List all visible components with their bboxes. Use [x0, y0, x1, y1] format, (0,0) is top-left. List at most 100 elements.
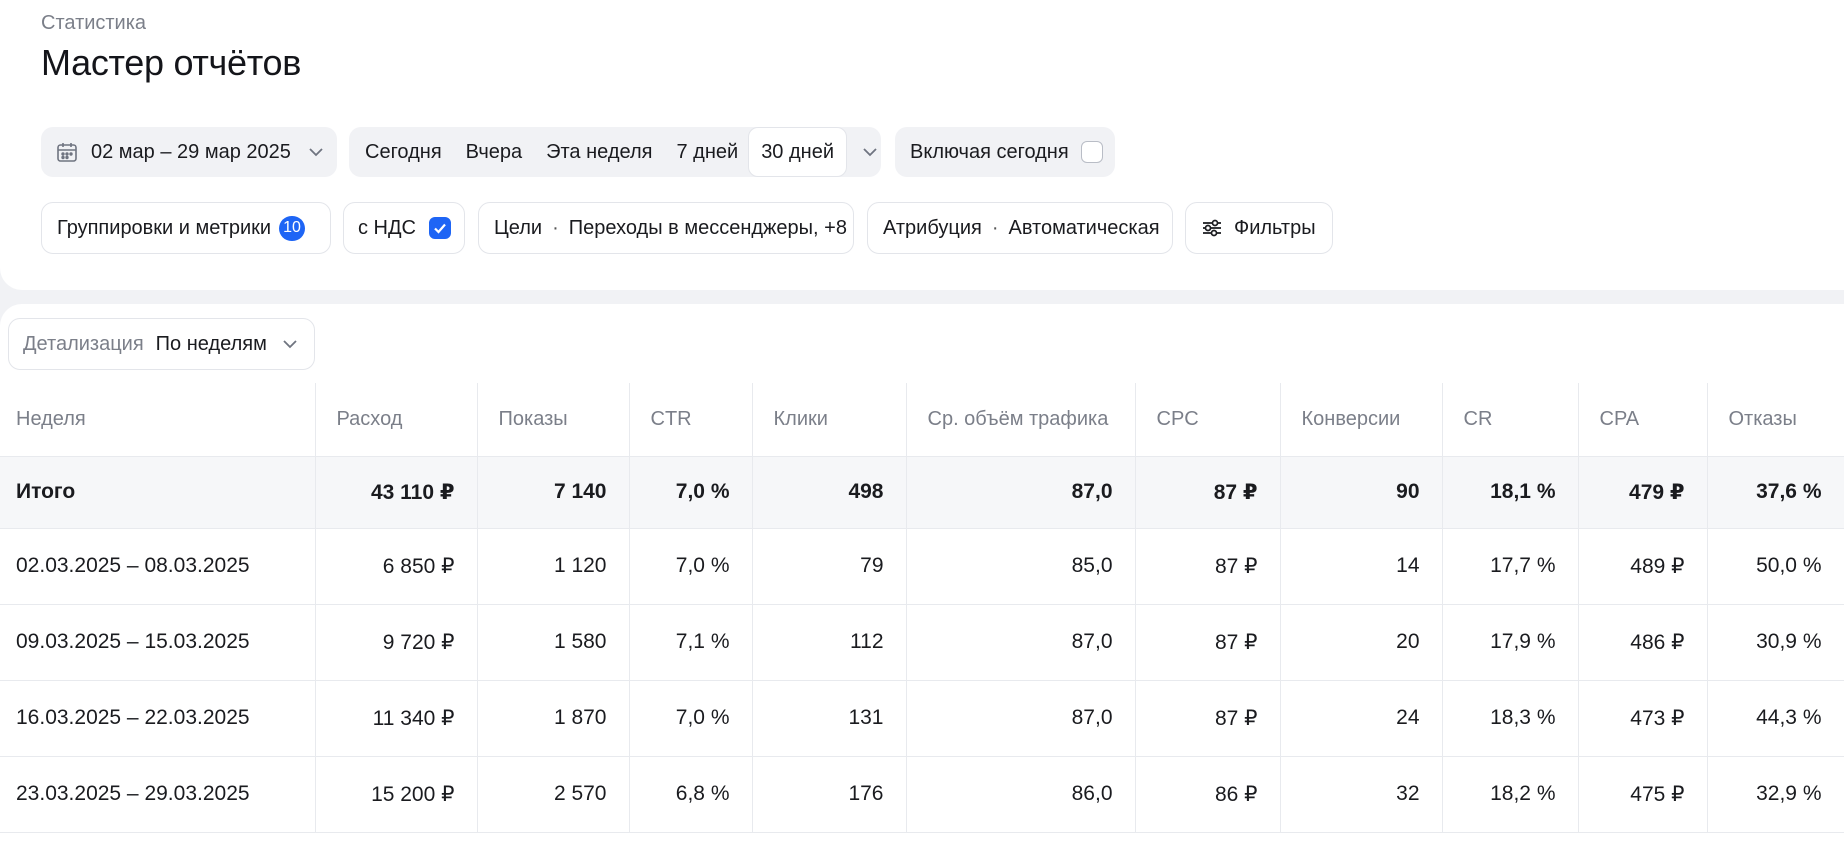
table-cell: 18,1 % [1442, 456, 1579, 529]
table-cell: 23.03.2025 – 29.03.2025 [0, 756, 316, 833]
table-cell: 15 200 ₽ [315, 756, 478, 833]
table-cell: 87,0 [906, 604, 1136, 681]
preset-yesterday[interactable]: Вчера [465, 140, 523, 163]
table-cell: 87 ₽ [1135, 456, 1281, 529]
preset-30-days[interactable]: 30 дней [748, 127, 847, 177]
column-header[interactable]: Неделя [0, 383, 316, 457]
table-cell: 90 [1280, 456, 1443, 529]
vat-toggle[interactable]: с НДС [343, 202, 465, 254]
table-cell: 87 ₽ [1135, 528, 1281, 605]
preset-today[interactable]: Сегодня [365, 140, 442, 163]
table-cell: 86 ₽ [1135, 756, 1281, 833]
metrics-count-badge: 10 [279, 215, 305, 241]
table-cell: 9 720 ₽ [315, 604, 478, 681]
table-cell: 479 ₽ [1578, 456, 1708, 529]
separator-dot: · [991, 216, 999, 239]
table-cell: 1 870 [477, 680, 630, 757]
table-cell: 79 [752, 528, 907, 605]
table-cell: 486 ₽ [1578, 604, 1708, 681]
attribution-value: Автоматическая [1008, 216, 1160, 239]
table-cell: 11 340 ₽ [315, 680, 478, 757]
preset-this-week[interactable]: Эта неделя [546, 140, 653, 163]
goals-selector[interactable]: Цели · Переходы в мессенджеры, +8 [478, 202, 854, 254]
table-cell: 498 [752, 456, 907, 529]
table-cell: 85,0 [906, 528, 1136, 605]
column-header[interactable]: Клики [752, 383, 907, 457]
table-cell: 18,2 % [1442, 756, 1579, 833]
include-today-label: Включая сегодня [910, 140, 1069, 163]
table-cell: 87 ₽ [1135, 604, 1281, 681]
filters-label: Фильтры [1234, 216, 1316, 239]
detail-selector[interactable]: Детализация По неделям [8, 318, 315, 370]
attribution-selector[interactable]: Атрибуция · Автоматическая [867, 202, 1173, 254]
table-cell: 02.03.2025 – 08.03.2025 [0, 528, 316, 605]
filters-button[interactable]: Фильтры [1185, 202, 1333, 254]
table-cell: 475 ₽ [1578, 756, 1708, 833]
table-cell: 32,9 % [1707, 756, 1844, 833]
table-cell: 14 [1280, 528, 1443, 605]
table-row: 16.03.2025 – 22.03.2025 11 340 ₽ 1 870 7… [0, 680, 1844, 757]
table-cell: 1 580 [477, 604, 630, 681]
column-header[interactable]: Ср. объём трафика [906, 383, 1136, 457]
column-header[interactable]: Конверсии [1280, 383, 1443, 457]
table-cell: 489 ₽ [1578, 528, 1708, 605]
table-cell: 6 850 ₽ [315, 528, 478, 605]
include-today-checkbox[interactable] [1080, 141, 1103, 163]
column-header[interactable]: CPA [1578, 383, 1708, 457]
period-presets: Сегодня Вчера Эта неделя 7 дней 30 дней [349, 127, 881, 177]
table-cell: 7,0 % [629, 680, 753, 757]
goals-label: Цели [494, 216, 543, 239]
table-total-row: Итого 43 110 ₽ 7 140 7,0 % 498 87,0 87 ₽… [0, 456, 1844, 529]
breadcrumb[interactable]: Статистика [41, 12, 147, 34]
table-cell: 2 570 [477, 756, 630, 833]
table-cell: 50,0 % [1707, 528, 1844, 605]
table-row: 23.03.2025 – 29.03.2025 15 200 ₽ 2 570 6… [0, 756, 1844, 833]
groupings-metrics-label: Группировки и метрики [57, 216, 272, 239]
table-cell: 473 ₽ [1578, 680, 1708, 757]
table-cell: 09.03.2025 – 15.03.2025 [0, 604, 316, 681]
include-today-toggle[interactable]: Включая сегодня [895, 127, 1115, 177]
report-settings-panel: Статистика Мастер отчётов 02 мар – 29 ма… [0, 0, 1844, 290]
groupings-metrics-button[interactable]: Группировки и метрики 10 [41, 202, 331, 254]
chevron-down-icon [283, 340, 297, 349]
vat-checkbox[interactable] [429, 217, 451, 239]
table-cell: 87 ₽ [1135, 680, 1281, 757]
goals-value: Переходы в мессенджеры, +8 [568, 216, 847, 239]
column-header[interactable]: CR [1442, 383, 1579, 457]
table-cell: 7,0 % [629, 528, 753, 605]
sliders-icon [1203, 219, 1221, 237]
detail-label: Детализация [23, 332, 144, 355]
vat-label: с НДС [358, 216, 416, 239]
table-cell: 18,3 % [1442, 680, 1579, 757]
column-header[interactable]: Показы [477, 383, 630, 457]
table-cell: 1 120 [477, 528, 630, 605]
table-cell: 30,9 % [1707, 604, 1844, 681]
table-cell: 44,3 % [1707, 680, 1844, 757]
column-header[interactable]: CPC [1135, 383, 1281, 457]
table-cell: 131 [752, 680, 907, 757]
separator-dot: · [552, 216, 559, 239]
table-cell: 32 [1280, 756, 1443, 833]
table-cell: 7 140 [477, 456, 630, 529]
table-cell: 37,6 % [1707, 456, 1844, 529]
column-header[interactable]: Расход [315, 383, 478, 457]
page-title: Мастер отчётов [41, 42, 302, 83]
attribution-label: Атрибуция [883, 216, 982, 239]
table-row: 02.03.2025 – 08.03.2025 6 850 ₽ 1 120 7,… [0, 528, 1844, 605]
column-header[interactable]: Отказы [1707, 383, 1844, 457]
date-range-value: 02 мар – 29 мар 2025 [91, 140, 291, 163]
calendar-icon [57, 143, 77, 162]
date-range-picker[interactable]: 02 мар – 29 мар 2025 [41, 127, 337, 177]
table-header-row: Неделя Расход Показы CTR Клики Ср. объём… [0, 383, 1844, 457]
detail-value: По неделям [155, 332, 267, 355]
chevron-down-icon[interactable] [861, 143, 879, 161]
preset-7-days[interactable]: 7 дней [676, 140, 739, 163]
table-cell: 20 [1280, 604, 1443, 681]
table-cell: 43 110 ₽ [315, 456, 478, 529]
table-cell: 87,0 [906, 680, 1136, 757]
table-cell: 7,0 % [629, 456, 753, 529]
table-cell: 16.03.2025 – 22.03.2025 [0, 680, 316, 757]
column-header[interactable]: CTR [629, 383, 753, 457]
table-cell: 176 [752, 756, 907, 833]
table-cell: 17,9 % [1442, 604, 1579, 681]
